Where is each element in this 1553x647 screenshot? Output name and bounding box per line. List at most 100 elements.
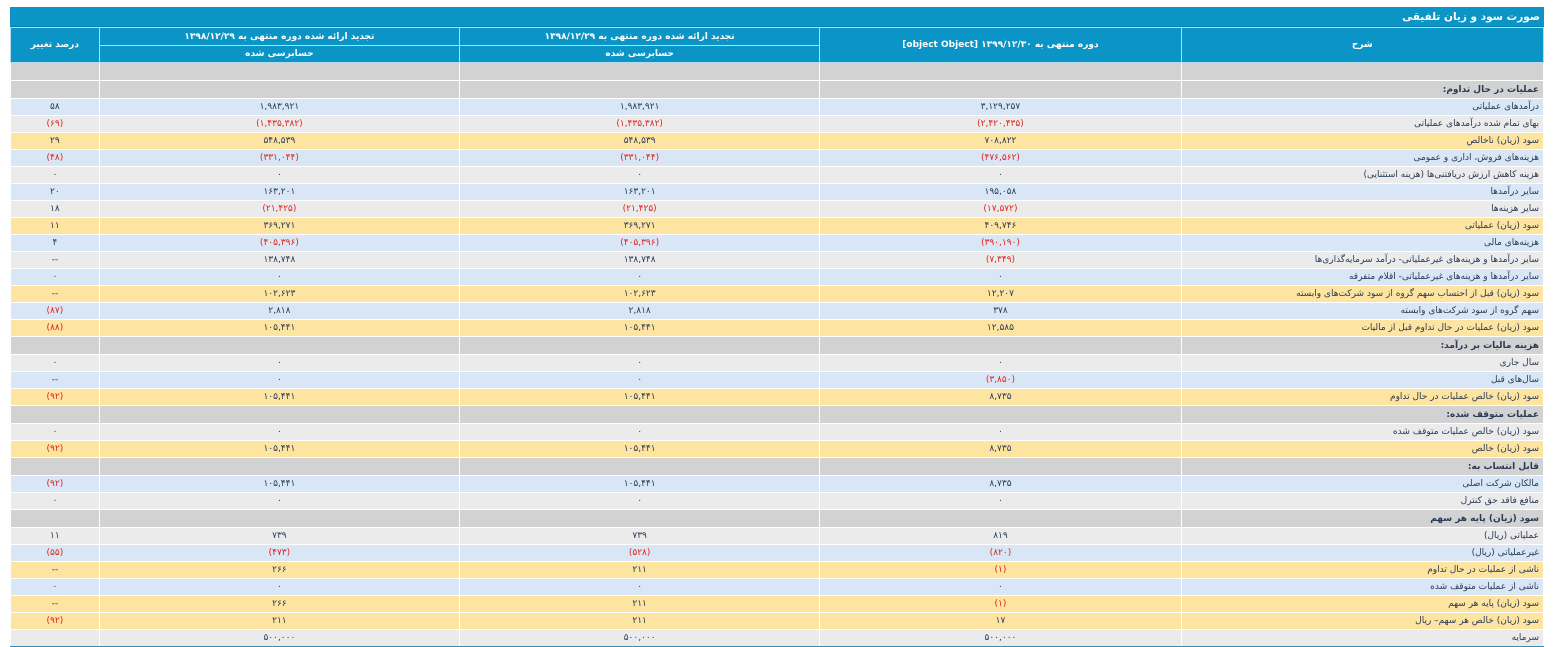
value-change-percent-text: (۹۲) xyxy=(46,479,64,489)
table-row: سایر درآمدها و هزینه‌های غیرعملیاتی- اقل… xyxy=(10,268,1545,286)
value-current-period-text: (۴۷۶,۵۶۲) xyxy=(980,153,1020,163)
value-change-percent-text: (۹۲) xyxy=(46,444,64,454)
value-change-percent-text: ۲۹ xyxy=(50,136,60,146)
value-change-percent-text: ۵۸ xyxy=(50,102,60,112)
value-change-percent-text: ۰ xyxy=(52,582,58,592)
value-restated-period-1: ۱۰۵,۴۴۱ xyxy=(459,319,821,337)
row-description: عملیات متوقف شده: xyxy=(1180,405,1545,424)
value-change-percent: ۱۱ xyxy=(10,217,100,235)
value-current-period-text: ۳,۱۲۹,۲۵۷ xyxy=(980,102,1021,112)
value-restated-period-1: ۲۱۱ xyxy=(459,612,821,630)
value-restated-period-2 xyxy=(98,457,461,476)
value-current-period-text: ۰ xyxy=(998,427,1003,437)
value-current-period-text: ۳۷۸ xyxy=(993,306,1008,316)
value-restated-period-1-text: ۱۶۳,۲۰۱ xyxy=(623,187,656,197)
section-header-row: قابل انتساب به: xyxy=(10,457,1545,476)
income-statement-table: شرح دوره منتهی به ۱۳۹۹/۱۲/۳۰ [object Obj… xyxy=(10,27,1545,647)
row-description: هزینه مالیات بر درآمد: xyxy=(1180,336,1545,355)
value-current-period-text: ۷۰۸,۸۲۲ xyxy=(984,136,1017,146)
value-current-period-text: (۳,۸۵۰) xyxy=(985,375,1016,385)
table-row: سرمایه ۵۰۰,۰۰۰ ۵۰۰,۰۰۰ ۵۰۰,۰۰۰ xyxy=(10,629,1545,647)
value-change-percent: (۹۲) xyxy=(10,612,100,630)
value-restated-period-1-text: ۰ xyxy=(637,358,643,368)
table-body: عملیات در حال تداوم: درآمدهای عملیاتی ۳,۱۲… xyxy=(10,62,1545,647)
section-header-row: عملیات متوقف شده: xyxy=(10,405,1545,424)
value-change-percent-text: ۰ xyxy=(52,496,58,506)
row-description-text: سود (زیان) خالص هر سهم– ریال xyxy=(1415,616,1539,626)
value-restated-period-1-text: ۱۰۵,۴۴۱ xyxy=(623,323,656,333)
value-current-period: ۰ xyxy=(819,492,1182,510)
value-restated-period-1 xyxy=(459,405,821,424)
value-restated-period-1-text: ۷۳۹ xyxy=(632,531,647,541)
value-restated-period-2-text: (۴۷۳) xyxy=(268,548,291,558)
value-restated-period-2: ۷۳۹ xyxy=(98,527,461,545)
row-description-text: غیرعملیاتی (ریال) xyxy=(1471,548,1539,558)
value-restated-period-2 xyxy=(98,509,461,528)
value-current-period: (۱۷,۵۷۲) xyxy=(819,200,1182,218)
value-change-percent: ۰ xyxy=(10,423,100,441)
value-restated-period-1-text: ۰ xyxy=(637,582,643,592)
value-change-percent-text: ۰ xyxy=(52,170,58,180)
row-description-text: عملیات متوقف شده: xyxy=(1446,409,1539,420)
value-restated-period-1-text: ۲۱۱ xyxy=(632,565,647,575)
header-audited-2: حسابرسی شده xyxy=(98,45,461,63)
value-restated-period-1-text: ۲۱۱ xyxy=(632,616,647,626)
row-description-text: درآمدهای عملیاتی xyxy=(1472,102,1539,112)
value-restated-period-1: ۱۰۵,۴۴۱ xyxy=(459,440,821,458)
value-current-period xyxy=(819,336,1182,355)
value-restated-period-1-text: (۴۰۵,۳۹۶) xyxy=(620,238,660,248)
value-current-period-text: ۰ xyxy=(998,582,1003,592)
value-restated-period-1: ۰ xyxy=(459,492,821,510)
table-row: غیرعملیاتی (ریال) (۸۲۰) (۵۲۸) (۴۷۳) (۵۵) xyxy=(10,544,1545,562)
section-header-row: هزینه مالیات بر درآمد: xyxy=(10,336,1545,355)
value-current-period-text: ۸,۷۳۵ xyxy=(989,392,1012,402)
value-current-period: (۳۹۰,۱۹۰) xyxy=(819,234,1182,252)
table-row: هزینه‌های مالی (۳۹۰,۱۹۰) (۴۰۵,۳۹۶) (۴۰۵,۳۹۶… xyxy=(10,234,1545,252)
value-restated-period-1-text: ۲۱۱ xyxy=(632,599,647,609)
value-change-percent-text: (۵۵) xyxy=(46,548,64,558)
value-restated-period-2-text: (۱,۴۳۵,۳۸۲) xyxy=(256,119,303,129)
row-description: سود (زیان) ناخالص xyxy=(1180,132,1545,150)
table-row: ناشی از عملیات در حال تداوم (۱) ۲۱۱ ۲۶۶ -- xyxy=(10,561,1545,579)
value-change-percent: (۸۸) xyxy=(10,319,100,337)
value-restated-period-2-text: ۲۶۶ xyxy=(272,565,287,575)
value-restated-period-2: (۴۷۳) xyxy=(98,544,461,562)
table-row: هزینه کاهش ارزش دریافتنی‌ها (هزینه استثن… xyxy=(10,166,1545,184)
table-row: سود (زیان) ناخالص ۷۰۸,۸۲۲ ۵۴۸,۵۳۹ ۵۴۸,۵۳۹ ۲۹ xyxy=(10,132,1545,150)
row-description-text: سایر درآمدها و هزینه‌های غیرعملیاتی- درآ… xyxy=(1314,255,1539,265)
value-restated-period-1: ۱,۹۸۳,۹۲۱ xyxy=(459,98,821,116)
value-change-percent xyxy=(10,629,100,647)
value-current-period-text: (۷,۳۴۹) xyxy=(985,255,1016,265)
panel-title: صورت سود و زیان تلفیقی xyxy=(10,7,1544,27)
value-restated-period-1: ۰ xyxy=(459,354,821,372)
value-restated-period-2-text: (۲۱,۴۲۵) xyxy=(262,204,297,214)
value-change-percent: ۰ xyxy=(10,268,100,286)
row-description-text: بهای تمام شده درآمدهای عملیاتی xyxy=(1414,119,1539,129)
value-change-percent-text: ۴ xyxy=(52,238,58,248)
value-current-period: ۰ xyxy=(819,578,1182,596)
row-description-text: هزینه کاهش ارزش دریافتنی‌ها (هزینه استثن… xyxy=(1363,170,1539,180)
value-current-period-text: ۴۰۹,۷۴۶ xyxy=(984,221,1017,231)
row-description-text: سود (زیان) ناخالص xyxy=(1466,136,1539,146)
row-description-text: سال‌های قبل xyxy=(1490,375,1539,385)
row-description-text: سود (زیان) پایه هر سهم xyxy=(1448,599,1539,609)
value-change-percent: (۹۲) xyxy=(10,475,100,493)
row-description-text: سهم گروه از سود شرکت‌های وابسته xyxy=(1400,306,1539,316)
value-restated-period-2-text: ۰ xyxy=(276,170,282,180)
value-current-period-text: ۰ xyxy=(998,170,1003,180)
value-change-percent: -- xyxy=(10,595,100,613)
value-current-period: (۴۷۶,۵۶۲) xyxy=(819,149,1182,167)
value-restated-period-2: (۲۱,۴۲۵) xyxy=(98,200,461,218)
value-change-percent: (۹۲) xyxy=(10,388,100,406)
value-restated-period-2: ۲۶۶ xyxy=(98,561,461,579)
table-row: سود (زیان) عملیات در حال تداوم قبل از ما… xyxy=(10,319,1545,337)
value-current-period-text: (۱۷,۵۷۲) xyxy=(983,204,1018,214)
row-description: سایر درآمدها و هزینه‌های غیرعملیاتی- درآ… xyxy=(1180,251,1545,269)
value-restated-period-1-text: ۰ xyxy=(637,496,643,506)
value-current-period: ۳۷۸ xyxy=(819,302,1182,320)
row-description-text: سرمایه xyxy=(1511,633,1539,643)
table-row: سهم گروه از سود شرکت‌های وابسته ۳۷۸ ۲,۸۱۸ ۲… xyxy=(10,302,1545,320)
value-change-percent xyxy=(10,80,100,99)
value-current-period-text: ۸,۷۳۵ xyxy=(989,479,1012,489)
value-current-period: ۸,۷۳۵ xyxy=(819,388,1182,406)
